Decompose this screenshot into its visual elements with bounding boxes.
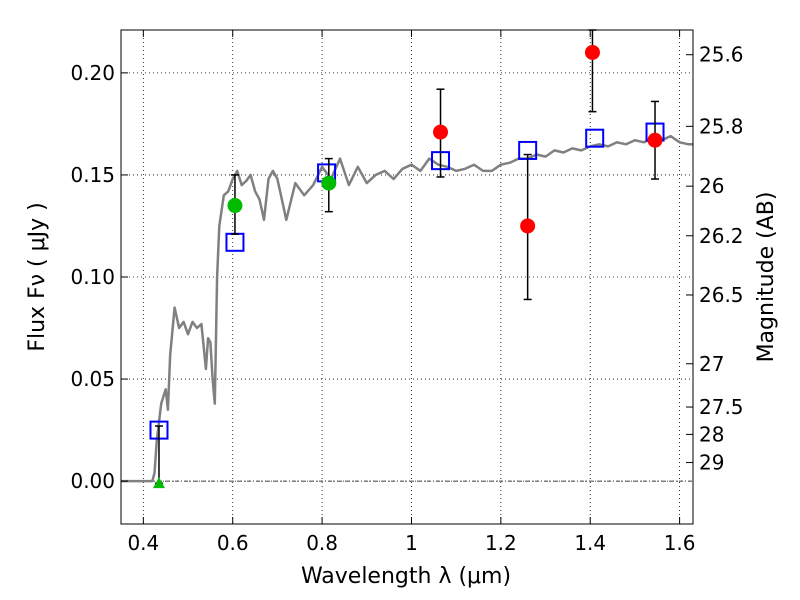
y-axis-label: Flux Fν ( μJy ): [25, 202, 50, 351]
y-tick-label: 0.05: [70, 367, 115, 391]
detection-point: [227, 198, 243, 214]
mag-tick-label: 27.5: [699, 395, 744, 419]
detection-point: [433, 124, 449, 140]
x-tick-label: 0.4: [127, 531, 159, 555]
detection-point: [584, 44, 600, 60]
x-tick-label: 1.2: [485, 531, 517, 555]
marker-layer: [149, 29, 665, 489]
x-tick-label: 1.4: [574, 531, 606, 555]
x-tick-label: 1.6: [664, 531, 696, 555]
mag-tick-label: 26.2: [699, 224, 744, 248]
grid-layer: [121, 30, 693, 524]
detection-point: [321, 175, 337, 191]
y-tick-label: 0.15: [70, 163, 115, 187]
y-tick-label: 0.20: [70, 61, 115, 85]
detection-point: [520, 218, 536, 234]
detection-point: [647, 132, 663, 148]
tick-layer: 0.4 0.6 0.8 1 1.2 1.4 1.6 0.00 0.05 0.10 0.15 0.20 2…: [70, 30, 744, 555]
x-tick-label: 0.6: [217, 531, 249, 555]
x-tick-label: 1: [405, 531, 418, 555]
model-photometry-square: [585, 128, 605, 148]
mag-tick-label: 25.8: [699, 114, 744, 138]
x-axis-label: Wavelength λ (μm): [301, 564, 511, 589]
mag-tick-label: 26.5: [699, 283, 744, 307]
mag-tick-label: 26: [699, 174, 724, 198]
mag-tick-label: 25.6: [699, 43, 744, 67]
x-tick-label: 0.8: [306, 531, 338, 555]
y-tick-label: 0.10: [70, 265, 115, 289]
mag-tick-label: 27: [699, 352, 724, 376]
mag-tick-label: 29: [699, 451, 724, 475]
mag-tick-label: 28: [699, 422, 724, 446]
y2-axis-label: Magnitude (AB): [754, 192, 779, 363]
upper-limit-triangle: [152, 477, 165, 489]
y-tick-label: 0.00: [70, 469, 115, 493]
